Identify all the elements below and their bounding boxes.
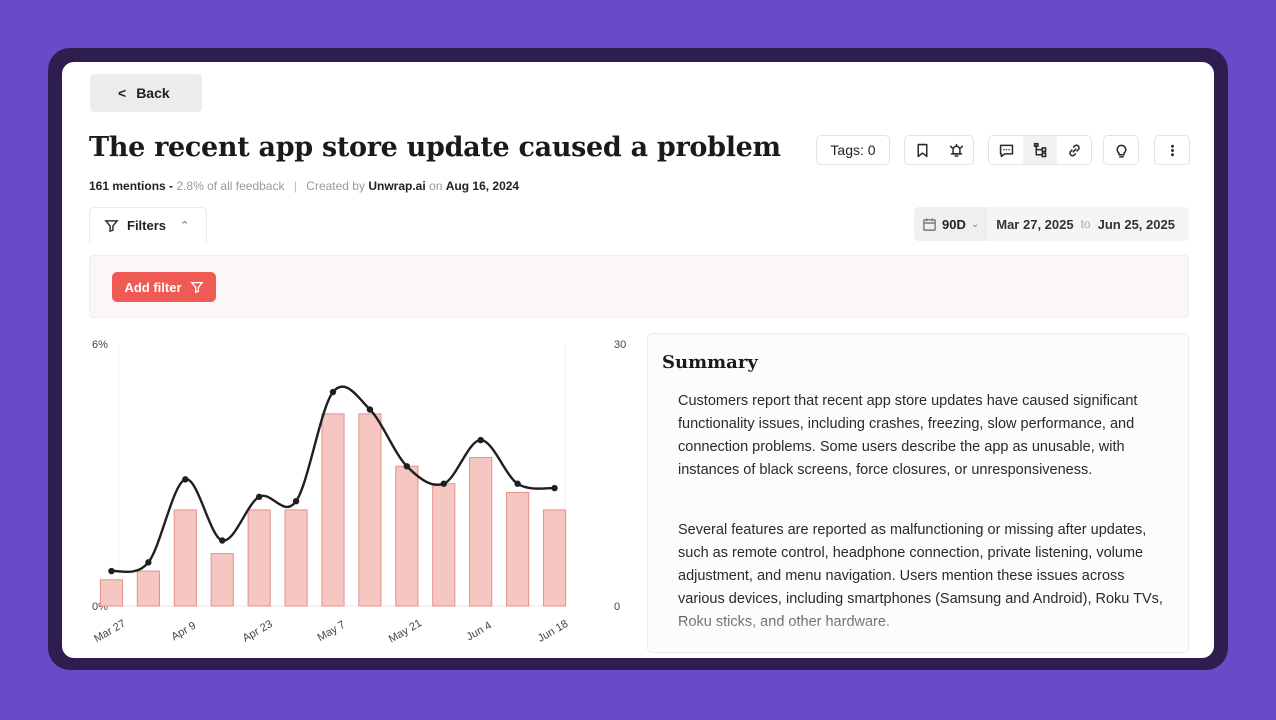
add-filter-label: Add filter — [124, 279, 182, 295]
comments-button[interactable] — [989, 136, 1023, 164]
chart-bar — [542, 509, 567, 607]
summary-panel: Summary Customers report that recent app… — [647, 333, 1189, 653]
chart-bar — [136, 570, 160, 607]
chart-bar — [247, 509, 271, 607]
alert-button[interactable] — [939, 136, 973, 164]
start-date[interactable]: Mar 27, 2025 — [996, 216, 1074, 232]
chart-bar — [432, 483, 456, 607]
meta-divider: | — [293, 179, 297, 193]
meta-dash: - — [169, 179, 174, 193]
chart-line-point — [514, 480, 521, 487]
link-icon — [1068, 144, 1080, 156]
created-date: Aug 16, 2024 — [445, 179, 520, 193]
date-separator: to — [1080, 217, 1091, 231]
hierarchy-icon — [1033, 142, 1046, 157]
chevron-down-icon: ⌄ — [970, 218, 980, 230]
more-group — [1154, 135, 1190, 165]
x-tick-label: May 21 — [387, 617, 424, 645]
chart-line-point — [108, 567, 115, 575]
chevron-left-icon: < — [118, 85, 127, 101]
copy-link-button[interactable] — [1057, 136, 1091, 164]
chart-line-point — [219, 537, 226, 544]
chart-bar — [358, 413, 382, 607]
hierarchy-button[interactable] — [1023, 136, 1057, 164]
mentions-chart: 6% 0% 30 0 Mar 27 Apr 9 Apr 23 May 7 May 21 Jun 4… — [89, 332, 644, 658]
x-tick-label: Apr 9 — [169, 620, 198, 644]
summary-fade — [648, 604, 1188, 652]
insight-button[interactable] — [1104, 136, 1138, 164]
chart-line-point — [255, 493, 263, 501]
filters-toggle[interactable]: Filters ⌃ — [89, 207, 207, 243]
tags-button[interactable]: Tags: 0 — [816, 135, 890, 165]
date-values: Mar 27, 2025 to Jun 25, 2025 — [987, 217, 1175, 232]
x-tick-label: Jun 18 — [536, 618, 571, 645]
topic-meta: 161 mentions - 2.8% of all feedback | Cr… — [89, 179, 519, 193]
summary-heading: Summary — [662, 352, 758, 373]
x-tick-label: May 7 — [316, 619, 348, 644]
date-range-picker: 90D ⌄ Mar 27, 2025 to Jun 25, 2025 — [914, 207, 1189, 241]
chart-bar — [321, 413, 345, 607]
chart-line-point — [440, 480, 447, 487]
chart-bar — [173, 509, 197, 607]
filters-section: Filters ⌃ Add filter — [89, 207, 1189, 319]
share-actions-group — [988, 135, 1092, 165]
add-filter-button[interactable]: Add filter — [112, 272, 216, 302]
bookmark-icon — [916, 143, 928, 157]
created-on: on — [429, 179, 443, 193]
chart-bar — [284, 509, 308, 607]
back-label: Back — [136, 85, 170, 101]
chart-bar — [395, 465, 419, 607]
alarm-icon — [949, 143, 963, 157]
end-date[interactable]: Jun 25, 2025 — [1097, 216, 1175, 232]
chart-line-point — [366, 406, 374, 413]
x-tick-label: Apr 23 — [241, 618, 275, 645]
comment-icon — [999, 144, 1013, 157]
chart-bar — [506, 491, 530, 607]
chart-line-point — [329, 388, 337, 396]
filter-panel: Add filter — [89, 255, 1189, 318]
chart-line-point — [477, 436, 484, 444]
chart-line-point — [403, 463, 411, 470]
more-options-button[interactable] — [1155, 136, 1189, 164]
chart-bar — [99, 579, 124, 607]
chevron-up-icon: ⌃ — [180, 220, 190, 232]
chart-line-point — [145, 559, 152, 566]
more-vertical-icon — [1170, 144, 1174, 156]
y-right-tick-label: 0 — [614, 601, 620, 613]
lightbulb-icon — [1116, 144, 1126, 158]
created-prefix: Created by — [306, 179, 365, 193]
chart-bar — [210, 553, 234, 607]
range-preset-select[interactable]: 90D ⌄ — [914, 207, 988, 241]
calendar-icon — [923, 217, 936, 231]
filter-icon — [189, 281, 204, 294]
topic-detail-card: < Back The recent app store update cause… — [62, 62, 1214, 658]
bookmark-alert-group — [904, 135, 974, 165]
filters-label: Filters — [127, 218, 167, 233]
chart-line-point — [182, 476, 189, 483]
chart-line-point — [292, 498, 300, 505]
bookmark-button[interactable] — [905, 136, 939, 164]
chart-bar — [469, 457, 493, 607]
y-right-tick-label: 30 — [614, 339, 626, 351]
creator-name: Unwrap.ai — [368, 179, 426, 193]
summary-paragraph: Customers report that recent app store u… — [678, 393, 1138, 478]
feedback-share: 2.8% of all feedback — [176, 179, 285, 193]
summary-paragraph: Several features are reported as malfunc… — [678, 522, 1163, 630]
page-title: The recent app store update caused a pro… — [89, 132, 781, 163]
x-tick-label: Jun 4 — [465, 619, 494, 643]
chart-line-point — [551, 484, 558, 492]
back-button[interactable]: < Back — [90, 74, 202, 112]
x-tick-label: Mar 27 — [92, 618, 128, 646]
range-preset-value: 90D — [942, 216, 966, 232]
filter-icon — [104, 220, 119, 233]
mentions-count: 161 mentions — [89, 179, 166, 193]
y-left-tick-label: 6% — [92, 339, 108, 351]
insight-group — [1103, 135, 1139, 165]
